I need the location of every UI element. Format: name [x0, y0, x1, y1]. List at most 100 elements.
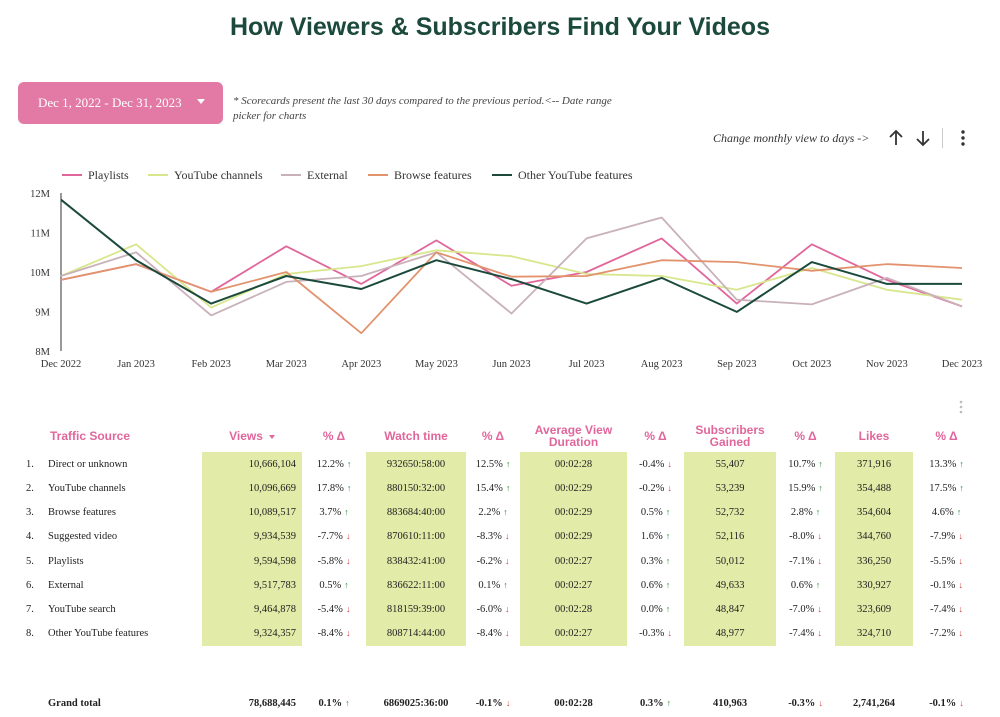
header-subs-delta[interactable]: % Δ — [794, 429, 817, 443]
table-row[interactable]: 4. Suggested video 9,934,539 -7.7% ↓ 870610:1… — [20, 524, 980, 549]
total-watch-delta-arrow-icon: ↓ — [505, 697, 511, 708]
watch-delta: -8.3% ↓ — [466, 525, 520, 549]
more-vert-icon[interactable] — [953, 128, 973, 148]
header-traffic-source[interactable]: Traffic Source — [50, 429, 131, 443]
subs-delta-value: -8.0% — [789, 531, 815, 543]
header-watch-time[interactable]: Watch time — [384, 429, 448, 443]
watch-time-value: 838432:41:00 — [366, 549, 466, 574]
arrow-down-icon[interactable] — [913, 128, 933, 148]
views-delta: -7.7% ↓ — [302, 525, 366, 549]
table-row[interactable]: 6. External 9,517,783 0.5% ↑ 836622:11:00 0.1%… — [20, 573, 980, 598]
views-delta-arrow-icon: ↓ — [345, 604, 351, 615]
table-row[interactable]: 5. Playlists 9,594,598 -5.8% ↓ 838432:41:00 -6… — [20, 549, 980, 574]
watch-delta: 0.1% ↑ — [466, 573, 520, 597]
table-more-icon[interactable] — [952, 398, 970, 416]
subs-delta-arrow-icon: ↑ — [815, 507, 821, 518]
series-line — [60, 243, 963, 309]
views-delta-arrow-icon: ↑ — [344, 579, 349, 590]
header-likes-delta[interactable]: % Δ — [935, 429, 958, 443]
row-index: 4. — [26, 531, 34, 543]
table-row[interactable]: 7. YouTube search 9,464,878 -5.4% ↓ 818159:39… — [20, 597, 980, 622]
header-watch-delta[interactable]: % Δ — [481, 429, 505, 443]
header-index — [20, 420, 44, 452]
subs-delta: 2.8% ↑ — [776, 501, 835, 525]
avd-delta: 0.5% ↑ — [627, 501, 684, 525]
x-tick-label: Sep 2023 — [717, 359, 756, 370]
views-delta: -8.4% ↓ — [302, 622, 366, 646]
avd-value: 00:02:27 — [520, 621, 627, 646]
header-avd-delta[interactable]: % Δ — [644, 429, 667, 443]
x-tick-label: Jun 2023 — [492, 359, 530, 370]
legend-label: Playlists — [88, 168, 129, 182]
x-tick-label: Mar 2023 — [266, 359, 307, 370]
avd-delta: -0.2% ↓ — [627, 476, 684, 500]
views-delta-value: 3.7% — [319, 507, 342, 519]
table-row[interactable]: 8. Other YouTube features 9,324,357 -8.4% ↓ 8… — [20, 621, 980, 646]
header-avg-view-duration[interactable]: Average View Duration — [534, 423, 613, 449]
x-tick-label: May 2023 — [415, 359, 458, 370]
watch-time-value: 818159:39:00 — [366, 597, 466, 622]
avd-delta-value: -0.3% — [639, 628, 665, 640]
x-tick-label: Dec 2022 — [41, 359, 82, 370]
date-range-picker[interactable]: Dec 1, 2022 - Dec 31, 2023 — [18, 82, 223, 124]
watch-delta-value: 15.4% — [475, 482, 503, 494]
views-delta-arrow-icon: ↑ — [346, 482, 352, 493]
grand-total-label: Grand total — [48, 697, 101, 709]
views-delta: -5.4% ↓ — [302, 598, 366, 622]
legend-label: YouTube channels — [174, 168, 263, 182]
traffic-source-name: YouTube search — [48, 604, 116, 616]
subs-delta-arrow-icon: ↓ — [817, 604, 822, 615]
watch-delta-arrow-icon: ↑ — [505, 482, 511, 493]
avd-delta-arrow-icon: ↑ — [665, 604, 671, 615]
views-delta-value: -5.4% — [317, 604, 343, 616]
header-views[interactable]: Views — [202, 420, 302, 452]
series-line — [60, 198, 962, 313]
total-watch-delta-value: -0.1% — [475, 697, 503, 709]
likes-value: 354,488 — [835, 476, 913, 501]
table-row[interactable]: 3. Browse features 10,089,517 3.7% ↑ 883684:4… — [20, 500, 980, 525]
table-row[interactable]: 1. Direct or unknown 10,666,104 12.2% ↑ 93265… — [20, 452, 980, 477]
total-index — [20, 692, 44, 714]
avd-delta-value: -0.4% — [639, 458, 665, 470]
subscribers-value: 49,633 — [684, 573, 776, 598]
traffic-source-name: External — [48, 579, 84, 591]
subs-delta: 15.9% ↑ — [776, 476, 835, 500]
likes-delta: -0.1% ↓ — [913, 573, 980, 597]
likes-value: 354,604 — [835, 500, 913, 525]
row-index: 6. — [26, 579, 34, 591]
watch-delta-value: 12.5% — [475, 458, 503, 470]
likes-delta: 13.3% ↑ — [913, 452, 980, 476]
x-tick-label: Jul 2023 — [569, 359, 605, 370]
table-row[interactable]: 2. YouTube channels 10,096,669 17.8% ↑ 880150… — [20, 476, 980, 501]
likes-delta: -5.5% ↓ — [913, 549, 980, 573]
avd-value: 00:02:29 — [520, 500, 627, 525]
likes-value: 336,250 — [835, 549, 913, 574]
avd-value: 00:02:29 — [520, 476, 627, 501]
arrow-up-icon[interactable] — [886, 128, 906, 148]
watch-delta: 2.2% ↑ — [466, 501, 520, 525]
likes-delta-arrow-icon: ↓ — [958, 555, 963, 566]
views-delta-value: 12.2% — [316, 458, 344, 470]
table-spacer — [20, 646, 980, 692]
views-delta-value: -8.4% — [317, 628, 343, 640]
traffic-line-chart: Playlists YouTube channels External Browse … — [30, 168, 982, 370]
y-tick-label: 9M — [35, 308, 50, 319]
header-likes[interactable]: Likes — [858, 429, 890, 443]
views-delta-arrow-icon: ↑ — [344, 507, 349, 518]
watch-time-value: 808714:44:00 — [366, 621, 466, 646]
views-delta-arrow-icon: ↓ — [345, 531, 351, 542]
avd-delta-value: 1.6% — [640, 531, 663, 543]
views-delta-arrow-icon: ↓ — [345, 555, 351, 566]
avd-delta-arrow-icon: ↑ — [665, 531, 671, 542]
header-views-delta[interactable]: % Δ — [322, 429, 346, 443]
likes-delta: 4.6% ↑ — [913, 501, 980, 525]
subs-delta: -7.0% ↓ — [776, 598, 835, 622]
avd-delta-arrow-icon: ↓ — [667, 628, 672, 639]
avd-delta-value: 0.3% — [640, 555, 663, 567]
header-subscribers-gained[interactable]: Subscribers Gained — [695, 423, 765, 449]
legend-label: External — [307, 168, 348, 182]
traffic-source-name: Suggested video — [48, 531, 118, 543]
total-avd-delta-value: 0.3% — [639, 697, 664, 709]
total-views-delta-value: 0.1% — [318, 697, 343, 709]
subscribers-value: 50,012 — [684, 549, 776, 574]
